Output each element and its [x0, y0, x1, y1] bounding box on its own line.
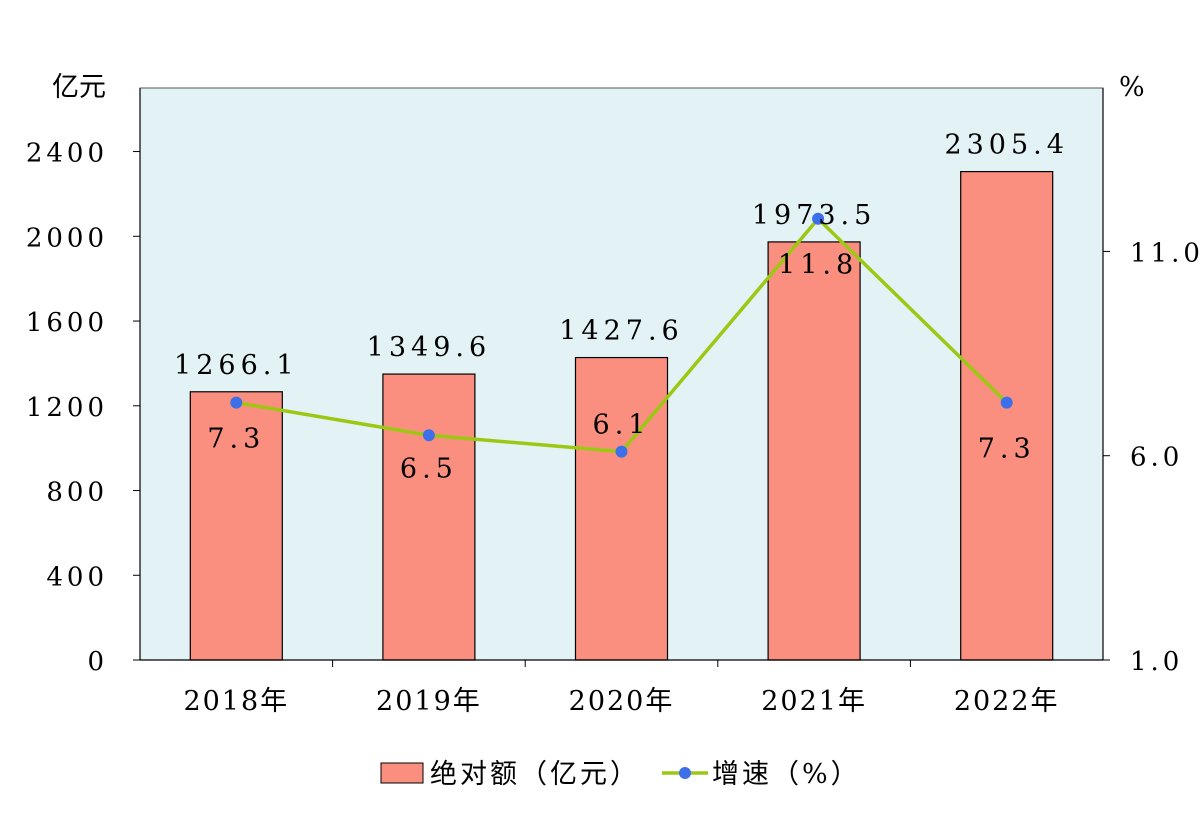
bar-value-label: 2305.4: [944, 130, 1068, 161]
legend-line-marker: [679, 767, 691, 779]
left-tick-label: 1200: [26, 393, 108, 423]
bar-value-label: 1973.5: [752, 200, 876, 231]
bar-1: [382, 373, 476, 661]
left-axis-unit: 亿元: [52, 72, 106, 103]
x-tick-label: 2022年: [954, 686, 1060, 717]
right-tick-label: 1.0: [1130, 647, 1183, 677]
line-series: [230, 212, 1013, 458]
bar-2: [574, 356, 669, 661]
x-tick-label: 2020年: [569, 686, 675, 717]
right-axis-unit: %: [1119, 72, 1145, 103]
left-tick-label: 400: [46, 562, 108, 592]
left-tick-label: 2400: [26, 139, 108, 169]
growth-value-label: 7.3: [207, 424, 265, 455]
growth-point-0: [230, 396, 243, 409]
bar-value-label: 1266.1: [174, 350, 298, 381]
growth-value-label: 11.8: [778, 250, 858, 281]
growth-point-1: [422, 429, 435, 442]
right-tick-label: 11.0: [1130, 238, 1201, 268]
left-tick-label: 0: [87, 647, 108, 677]
bar-value-label: 1427.6: [559, 316, 683, 347]
growth-value-label: 7.3: [978, 434, 1036, 465]
axes: 2018年 2019年 2020年 2021年 2022年 0 400 800 1200 1600…: [26, 88, 1201, 717]
growth-point-2: [615, 445, 628, 458]
growth-value-label: 6.1: [593, 410, 651, 441]
bar-3: [767, 241, 861, 661]
right-tick-label: 6.0: [1130, 443, 1183, 473]
x-tick-label: 2019年: [376, 686, 482, 717]
data-labels: 1266.1 1349.6 1427.6 1973.5 2305.4 7.3 6.5 6.1 1…: [174, 130, 1068, 485]
bar-0: [189, 391, 283, 661]
legend-line-label: 增速（%）: [712, 759, 861, 790]
legend: 绝对额（亿元） 增速（%）: [380, 759, 861, 790]
growth-point-4: [1000, 396, 1013, 409]
left-tick-label: 800: [46, 478, 108, 508]
legend-bar-label: 绝对额（亿元）: [430, 759, 640, 790]
left-tick-label: 2000: [26, 223, 108, 253]
bar-4: [960, 170, 1054, 661]
bar-value-label: 1349.6: [367, 332, 491, 363]
x-tick-label: 2018年: [183, 686, 289, 717]
growth-point-3: [812, 212, 825, 225]
bar-series: [189, 170, 1054, 661]
legend-bar-swatch: [380, 762, 424, 784]
left-tick-label: 1600: [26, 308, 108, 338]
growth-value-label: 6.5: [400, 453, 458, 484]
x-tick-label: 2021年: [761, 686, 867, 717]
